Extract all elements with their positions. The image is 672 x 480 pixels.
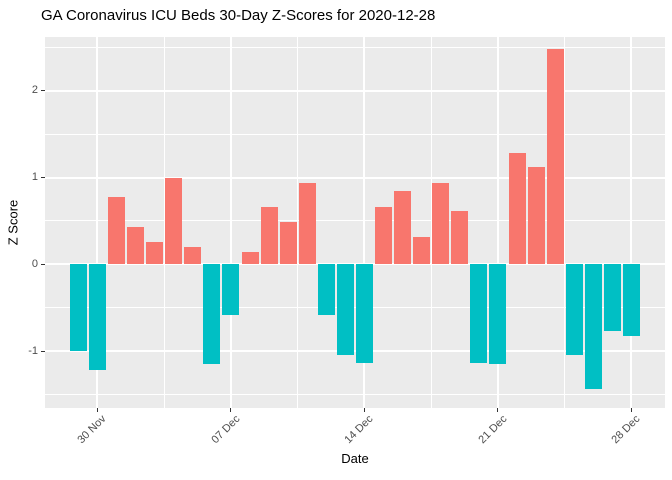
y-tick-mark	[41, 263, 45, 265]
bar-2020-12-17	[413, 236, 431, 265]
gridline-minor-h	[45, 394, 665, 395]
x-tick-mark	[363, 408, 365, 412]
gridline-minor-h	[45, 220, 665, 222]
gridline-major-v	[630, 37, 633, 408]
gridline-major-h	[45, 176, 665, 179]
bar-2020-12-12	[317, 264, 335, 315]
gridline-major-h	[45, 263, 665, 266]
bar-2020-12-22	[508, 153, 526, 265]
x-axis-title: Date	[341, 451, 369, 466]
bar-2020-12-09	[260, 207, 278, 265]
bar-2020-12-16	[394, 191, 412, 265]
bar-2020-12-02	[127, 226, 145, 265]
bar-2020-12-18	[432, 182, 450, 265]
bar-2020-12-13	[336, 264, 354, 355]
gridline-minor-v	[163, 37, 165, 408]
bar-2020-12-24	[546, 49, 564, 265]
y-tick-mark	[41, 177, 45, 178]
x-tick-mark	[630, 408, 632, 412]
bar-2020-12-06	[203, 264, 221, 365]
gridline-minor-h	[45, 307, 665, 309]
plot-panel	[45, 37, 665, 408]
bar-2020-12-07	[222, 264, 240, 315]
gridline-major-h	[45, 89, 665, 92]
x-tick-mark	[497, 408, 499, 412]
bar-2020-12-27	[603, 264, 621, 332]
chart-title: GA Coronavirus ICU Beds 30-Day Z-Scores …	[41, 7, 436, 24]
bar-2020-12-01	[108, 197, 126, 265]
gridline-major-v	[496, 37, 499, 408]
y-axis-title: Z Score	[5, 199, 21, 246]
bar-2020-12-05	[184, 246, 202, 265]
y-tick-label: -1	[28, 344, 38, 357]
bar-2020-12-26	[584, 264, 602, 390]
bar-2020-11-30	[88, 264, 106, 371]
gridline-minor-v	[564, 37, 566, 408]
x-tick-mark	[230, 408, 232, 412]
gridline-minor-h	[45, 133, 665, 135]
gridline-minor-v	[297, 37, 299, 408]
bar-2020-12-19	[451, 211, 469, 265]
bar-2020-12-08	[241, 252, 259, 265]
bar-2020-12-20	[470, 264, 488, 364]
gridline-major-v	[96, 37, 99, 408]
gridline-minor-h	[45, 46, 665, 48]
bar-2020-12-11	[298, 182, 316, 265]
bar-2020-12-15	[375, 207, 393, 265]
bar-2020-12-10	[279, 221, 297, 265]
y-tick-label: 2	[31, 84, 38, 97]
bar-2020-12-28	[622, 264, 640, 337]
gridline-major-v	[363, 37, 366, 408]
bar-2020-12-23	[527, 167, 545, 265]
x-tick-mark	[96, 408, 98, 412]
bar-2020-12-25	[565, 264, 583, 355]
bar-2020-12-04	[165, 177, 183, 265]
gridline-major-h	[45, 350, 665, 353]
y-tick-label: 1	[31, 171, 38, 183]
bar-2020-11-29	[69, 264, 87, 352]
y-tick-mark	[41, 350, 45, 352]
bar-2020-12-21	[489, 264, 507, 365]
y-tick-label: 0	[31, 257, 38, 270]
gridline-major-v	[229, 37, 232, 408]
y-tick-mark	[41, 90, 45, 92]
bar-2020-12-14	[355, 264, 373, 364]
gridline-minor-v	[430, 37, 432, 408]
bar-2020-12-03	[146, 241, 164, 265]
